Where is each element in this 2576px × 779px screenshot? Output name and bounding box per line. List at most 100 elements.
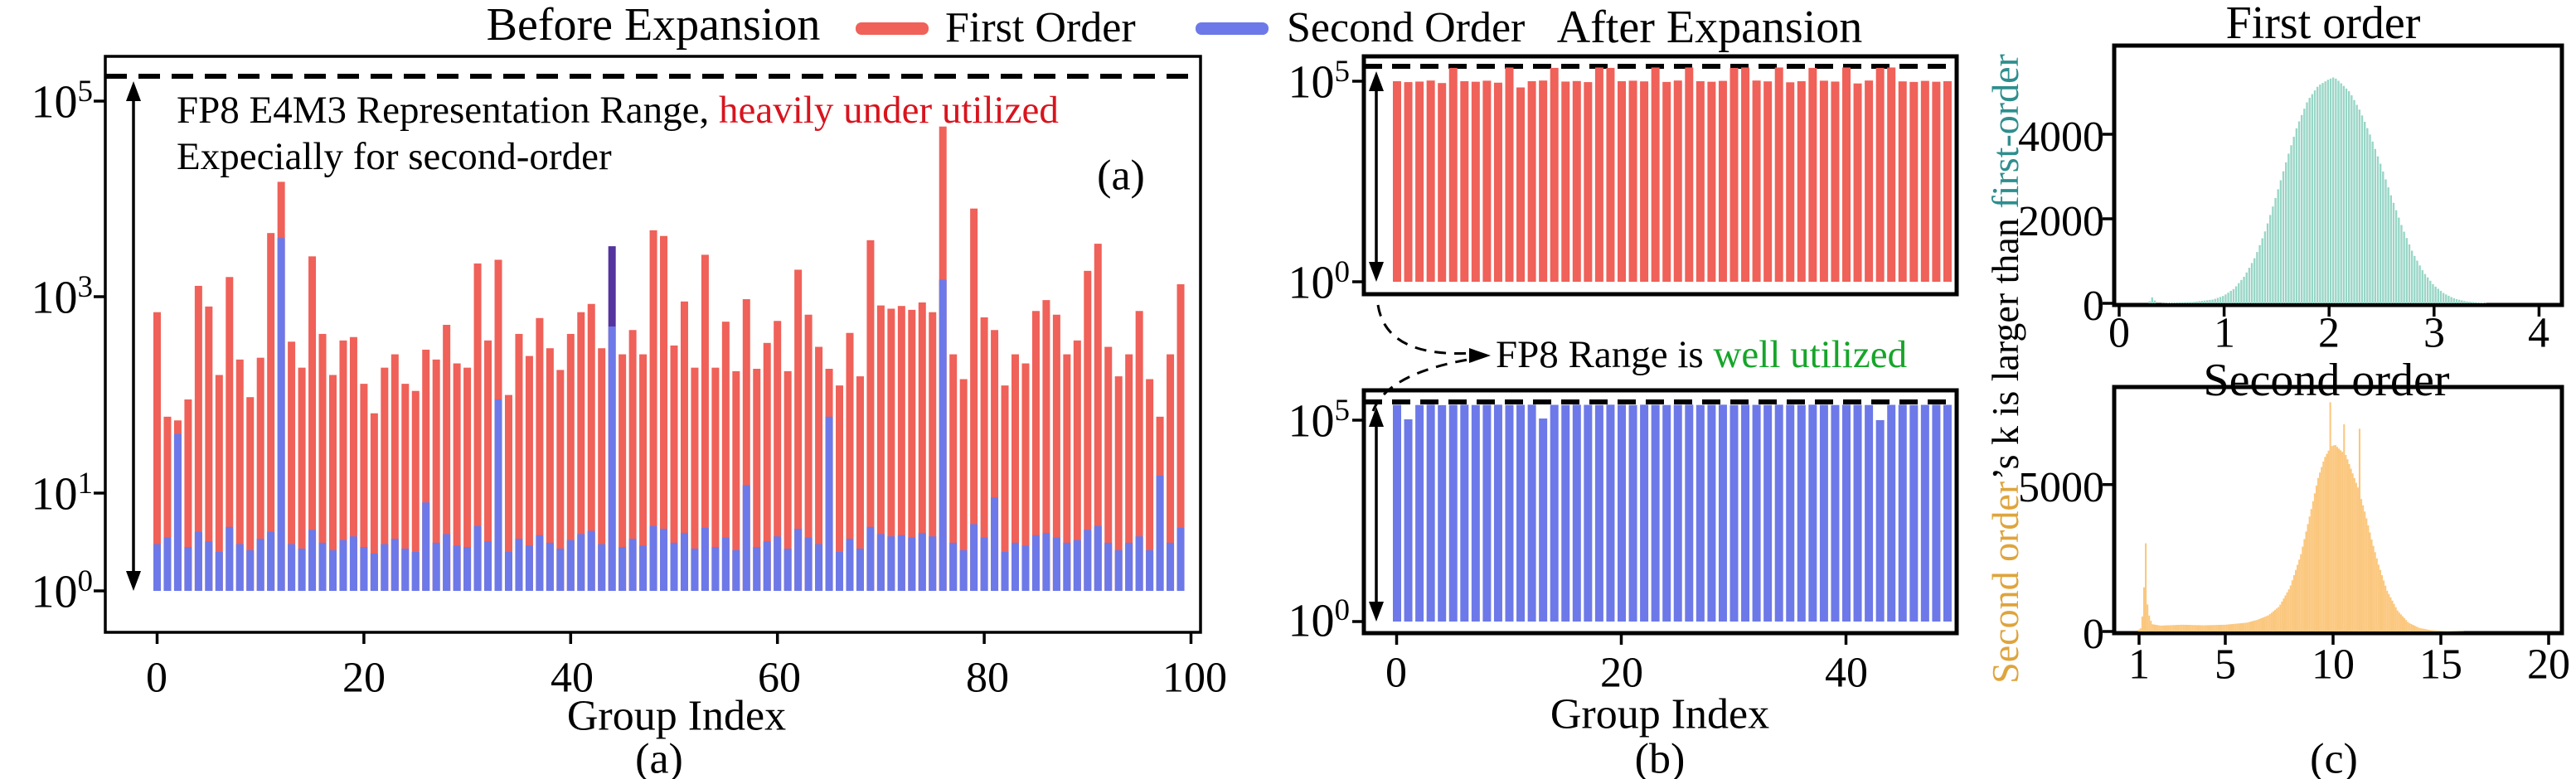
second-order-histogram-bin — [2383, 580, 2385, 631]
panel-a-xtick-60: 60 — [758, 654, 801, 702]
panel-b-xlabel: Group Index — [1550, 690, 1770, 738]
panel-c-top-xtick-0: 0 — [2108, 309, 2130, 357]
after-expansion-first-order-bar — [1763, 81, 1773, 282]
second-order-histogram-bin — [2297, 564, 2299, 631]
overlap-bar — [608, 246, 616, 327]
second-order-bar — [318, 542, 327, 591]
panel-a-ytick-1e3: 103 — [0, 269, 94, 325]
after-expansion-first-order-bar — [1606, 67, 1615, 283]
second-order-bar — [670, 542, 678, 591]
second-order-bar — [235, 544, 244, 591]
first-order-histogram-bin — [2301, 114, 2303, 303]
second-order-histogram-bin — [2212, 625, 2215, 631]
first-order-bar — [649, 230, 657, 591]
first-order-bar — [1146, 379, 1154, 591]
after-expansion-second-order-bar — [1741, 404, 1750, 622]
first-order-histogram-bin — [2447, 295, 2450, 303]
second-order-bar — [267, 531, 275, 591]
after-expansion-second-order-bar — [1505, 404, 1514, 622]
first-order-bar — [267, 233, 275, 591]
second-order-histogram-bin — [2420, 628, 2423, 631]
first-order-histogram-bin — [2442, 293, 2445, 303]
second-order-bar — [153, 544, 161, 591]
second-order-histogram-bin — [2190, 625, 2192, 631]
first-order-bar — [639, 354, 648, 591]
first-order-histogram-bin — [2371, 141, 2374, 303]
second-order-bar — [660, 529, 668, 591]
first-order-bar — [235, 359, 244, 591]
after-expansion-second-order-bar — [1662, 404, 1671, 622]
second-order-bar — [1063, 542, 1071, 591]
second-order-histogram-bin — [2394, 607, 2397, 631]
first-order-bar — [732, 370, 740, 591]
panel-a-range-arrow-head-top — [126, 81, 141, 101]
second-order-histogram-bin — [2329, 402, 2331, 631]
first-order-bar — [970, 208, 978, 591]
first-order-histogram-bin — [2418, 265, 2421, 303]
second-order-bar — [411, 551, 420, 591]
ytick-exp: 0 — [1334, 255, 1351, 289]
first-order-histogram-bin — [2290, 145, 2292, 303]
after-expansion-second-order-bar — [1774, 404, 1783, 622]
first-order-histogram-bin — [2297, 121, 2301, 303]
second-order-histogram-bin — [2236, 623, 2239, 631]
second-order-histogram-bin — [2147, 604, 2149, 631]
second-order-histogram-bin — [2429, 630, 2432, 631]
second-order-histogram-bin — [2150, 621, 2152, 631]
second-order-histogram-bin — [2307, 524, 2309, 631]
second-order-bar — [1114, 549, 1123, 591]
first-order-bar — [1135, 311, 1143, 591]
second-order-histogram-bin — [2340, 450, 2342, 631]
second-order-histogram-bin — [2351, 473, 2354, 631]
after-expansion-second-order-bar — [1909, 404, 1919, 622]
second-order-bar — [1156, 475, 1164, 591]
first-order-histogram-bin — [2387, 187, 2389, 303]
second-order-histogram-bin — [2172, 625, 2175, 631]
second-order-bar — [328, 549, 337, 591]
second-order-bar — [753, 547, 761, 591]
second-order-histogram-bin — [2319, 472, 2321, 631]
second-order-histogram-bin — [2322, 461, 2325, 631]
panel-a-xtick-40: 40 — [551, 654, 594, 702]
second-order-bar — [794, 529, 803, 591]
first-order-histogram-bin — [2182, 302, 2185, 303]
second-order-histogram-bin — [2302, 546, 2304, 631]
first-order-bar — [401, 384, 410, 591]
second-order-bar — [897, 535, 905, 591]
first-order-histogram-bin — [2266, 223, 2269, 303]
first-order-histogram-bin — [2306, 102, 2308, 304]
first-order-histogram-bin — [2457, 299, 2461, 303]
second-order-bar — [308, 530, 317, 591]
first-order-histogram-bin — [2479, 302, 2481, 303]
first-order-histogram-bin — [2452, 298, 2455, 303]
after-expansion-second-order-bar — [1460, 404, 1469, 622]
first-order-bar — [308, 256, 317, 591]
second-order-histogram-bin — [2145, 543, 2147, 631]
after-expansion-second-order-bar — [1448, 404, 1458, 622]
first-order-bar — [959, 379, 968, 591]
second-order-bar — [494, 399, 502, 591]
second-order-histogram-bin — [2193, 625, 2195, 631]
after-expansion-first-order-bar — [1572, 80, 1581, 282]
first-order-histogram-bin — [2374, 148, 2377, 303]
first-order-bar — [153, 312, 161, 591]
second-order-histogram-bin — [2313, 493, 2316, 631]
first-order-histogram-bin — [2382, 171, 2384, 303]
first-order-bar — [991, 330, 999, 591]
first-order-bar — [1042, 300, 1050, 591]
second-order-histogram-bin — [2167, 625, 2170, 631]
after-expansion-first-order-bar — [1640, 81, 1649, 282]
second-order-bar — [163, 537, 172, 591]
second-order-histogram-bin — [2268, 614, 2271, 631]
first-order-bar — [566, 333, 575, 591]
second-order-histogram-bin — [2407, 622, 2409, 631]
first-order-bar — [866, 240, 875, 591]
second-order-bar — [349, 536, 357, 591]
first-order-bar — [856, 376, 864, 591]
first-order-histogram-bin — [2238, 283, 2240, 303]
first-order-histogram-bin — [2337, 80, 2340, 304]
second-order-histogram-bin — [2185, 625, 2189, 631]
second-order-histogram-bin — [2205, 625, 2207, 631]
second-order-histogram-bin — [2177, 625, 2180, 631]
second-order-bar — [205, 541, 213, 591]
